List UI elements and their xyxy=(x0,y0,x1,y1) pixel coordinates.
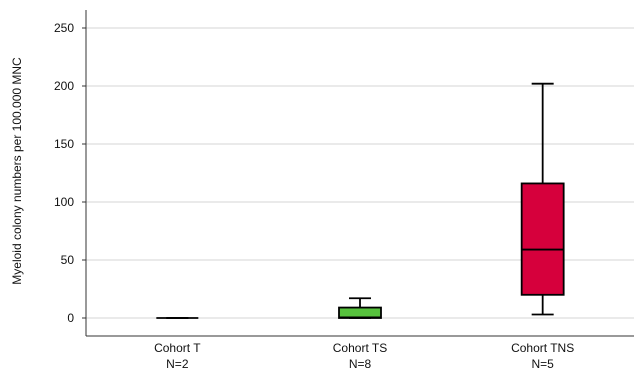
category-label: Cohort TNS xyxy=(511,341,574,355)
x-category-labels: Cohort T N=2 Cohort TS N=8 Cohort TNS N=5 xyxy=(154,341,574,371)
axes xyxy=(82,10,634,337)
y-tick-label: 200 xyxy=(54,79,74,93)
y-tick-label: 150 xyxy=(54,137,74,151)
y-tick-label: 100 xyxy=(54,195,74,209)
y-tick-label: 50 xyxy=(61,253,75,267)
box-rect xyxy=(520,182,565,296)
category-n-label: N=5 xyxy=(531,357,554,371)
y-tick-labels: 0 50 100 150 200 250 xyxy=(54,21,74,325)
box-rect xyxy=(338,306,382,319)
y-tick-label: 250 xyxy=(54,21,74,35)
y-tick-label: 0 xyxy=(67,311,74,325)
box-1 xyxy=(338,297,382,319)
gridlines xyxy=(86,27,634,319)
category-label: Cohort T xyxy=(154,341,201,355)
category-n-label: N=8 xyxy=(349,357,372,371)
category-label: Cohort TS xyxy=(333,341,387,355)
category-n-label: N=2 xyxy=(166,357,189,371)
y-axis-title: Myeloid colony numbers per 100.000 MNC xyxy=(10,57,24,285)
box-2 xyxy=(520,82,565,316)
boxes xyxy=(156,82,565,319)
